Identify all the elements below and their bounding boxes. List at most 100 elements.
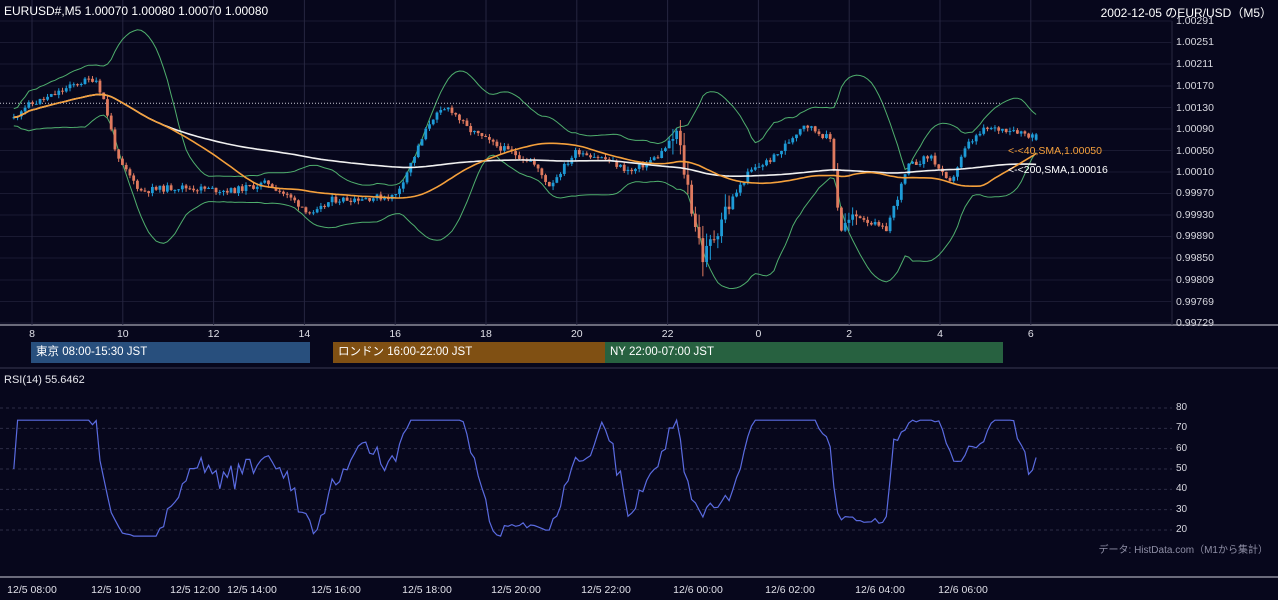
candle xyxy=(697,227,701,239)
candle xyxy=(398,188,401,195)
candle xyxy=(360,199,364,201)
candle xyxy=(143,190,147,192)
rsi-tick-label: 70 xyxy=(1176,422,1188,434)
candle xyxy=(660,151,664,158)
candle xyxy=(57,90,61,95)
candle xyxy=(884,226,888,232)
candle xyxy=(742,182,746,185)
candle xyxy=(446,107,450,110)
candle xyxy=(79,83,83,85)
candle xyxy=(435,112,439,120)
candle xyxy=(274,187,278,191)
price-tick-label: 1.00010 xyxy=(1176,166,1214,178)
candle xyxy=(233,188,237,194)
candle xyxy=(918,164,922,166)
candle xyxy=(1016,130,1019,134)
candle xyxy=(641,164,645,168)
candle xyxy=(615,160,619,167)
candle xyxy=(12,117,16,119)
candle xyxy=(1008,131,1012,133)
candle xyxy=(544,175,547,182)
price-tick-label: 1.00130 xyxy=(1176,101,1214,114)
candle xyxy=(439,110,443,113)
candle xyxy=(791,138,795,143)
candle xyxy=(783,143,787,151)
candle xyxy=(420,139,424,146)
candle xyxy=(600,157,604,159)
date-tick-label: 12/5 20:00 xyxy=(491,584,541,596)
date-tick-label: 12/6 00:00 xyxy=(673,584,723,596)
price-tick-label: 1.00251 xyxy=(1176,36,1214,49)
data-source-note: データ: HistData.com（M1から集計） xyxy=(1098,545,1268,556)
candle xyxy=(753,167,757,170)
candle xyxy=(49,94,53,97)
candle xyxy=(98,80,102,93)
rsi-tick-label: 30 xyxy=(1176,503,1188,515)
candle xyxy=(840,207,843,231)
date-tick-label: 12/5 12:00 xyxy=(170,584,220,596)
candle xyxy=(929,155,933,159)
candle xyxy=(813,126,817,132)
candle xyxy=(806,125,810,128)
candle xyxy=(165,185,169,192)
candle xyxy=(150,186,154,193)
candle xyxy=(158,185,162,190)
candle xyxy=(495,141,499,147)
candle xyxy=(637,164,641,169)
candle xyxy=(873,222,877,225)
candle xyxy=(252,185,255,189)
candle xyxy=(851,214,855,220)
candle xyxy=(540,168,544,176)
candle xyxy=(210,187,214,189)
date-tick-label: 12/6 04:00 xyxy=(855,584,905,596)
candle xyxy=(817,131,821,135)
candle xyxy=(899,183,903,200)
candle xyxy=(776,154,780,156)
candle xyxy=(622,164,626,171)
rsi-tick-label: 40 xyxy=(1176,483,1188,495)
candle xyxy=(244,185,248,191)
candle xyxy=(630,169,634,172)
candle xyxy=(881,225,885,227)
date-tick-label: 12/6 02:00 xyxy=(765,584,815,596)
candle xyxy=(664,148,667,152)
candle xyxy=(147,191,151,193)
chart-title: 2002-12-05 のEUR/USD（M5） xyxy=(1100,6,1272,20)
rsi-tick-label: 20 xyxy=(1176,524,1188,535)
candle xyxy=(267,180,270,185)
candle xyxy=(1019,131,1023,134)
candle xyxy=(795,134,798,139)
candle xyxy=(649,160,652,163)
candle xyxy=(499,146,503,151)
candle xyxy=(237,186,240,194)
candle xyxy=(959,156,963,168)
candle xyxy=(682,145,686,175)
candle xyxy=(963,148,967,157)
candle xyxy=(926,156,929,159)
candle xyxy=(997,127,1001,131)
candle xyxy=(1034,134,1038,140)
candle xyxy=(780,150,783,155)
candle xyxy=(978,133,982,136)
candle xyxy=(162,185,166,192)
candle xyxy=(604,157,607,160)
candle xyxy=(371,198,375,201)
candle xyxy=(87,78,91,80)
candle xyxy=(46,96,49,100)
candle xyxy=(53,94,57,96)
candle xyxy=(705,245,709,263)
candle xyxy=(195,190,199,192)
hour-tick-label: 8 xyxy=(29,328,35,340)
candle xyxy=(712,239,716,241)
candle xyxy=(454,112,458,115)
symbol-ohlc-readout: EURUSD#,M5 1.00070 1.00080 1.00070 1.000… xyxy=(4,4,269,18)
candle xyxy=(91,78,94,82)
candle xyxy=(555,177,559,183)
candle xyxy=(701,238,705,263)
candle xyxy=(338,201,342,203)
candle xyxy=(203,186,207,189)
candle xyxy=(61,90,64,92)
candle xyxy=(356,198,360,201)
candle xyxy=(304,207,308,213)
